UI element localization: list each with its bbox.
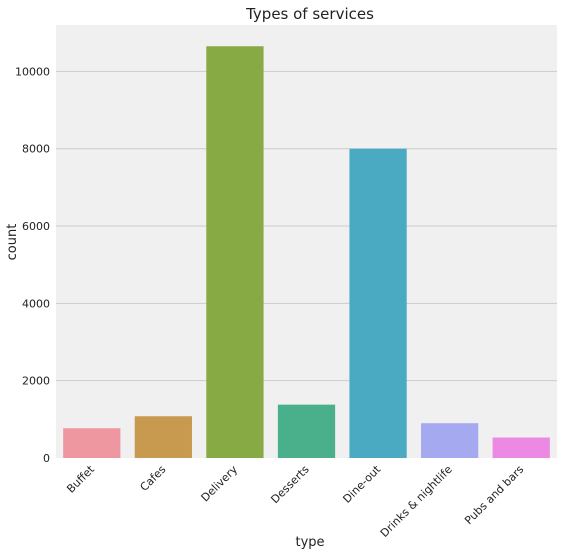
x-tick-label-delivery: Delivery xyxy=(199,463,241,505)
bar-dine-out xyxy=(349,148,407,458)
y-tick-label: 10000 xyxy=(15,65,50,78)
plot-area xyxy=(56,25,557,458)
bar-desserts xyxy=(277,404,336,458)
bar-delivery xyxy=(206,46,264,458)
y-tick-label: 6000 xyxy=(22,220,50,233)
x-tick-label-pubs-and-bars: Pubs and bars xyxy=(462,463,526,527)
y-tick-label: 0 xyxy=(43,452,50,465)
y-tick-label: 8000 xyxy=(22,143,50,156)
bars xyxy=(63,46,550,458)
x-tick-label-dine-out: Dine-out xyxy=(340,462,383,505)
y-tick-labels: 0 2000 4000 6000 8000 10000 xyxy=(15,65,50,465)
gridlines xyxy=(56,70,557,382)
bar-pubs-and-bars xyxy=(492,437,550,458)
y-tick-label: 4000 xyxy=(22,297,50,310)
y-tick-label: 2000 xyxy=(22,375,50,388)
x-tick-label-desserts: Desserts xyxy=(268,463,311,506)
x-axis-label: type xyxy=(295,535,324,550)
x-tick-label-buffet: Buffet xyxy=(64,462,97,495)
bar-drinks-nightlife xyxy=(421,423,479,458)
y-axis-label: count xyxy=(5,224,20,261)
x-tick-label-cafes: Cafes xyxy=(138,463,169,494)
x-tick-labels: Buffet Cafes Delivery Desserts Dine-outDrink… xyxy=(64,462,526,539)
x-tick-label-drinks-nightlife: Drinks & nightlife xyxy=(378,463,455,540)
bar-buffet xyxy=(63,428,121,458)
chart-title: Types of services xyxy=(245,5,374,23)
bar-cafes xyxy=(134,416,192,458)
